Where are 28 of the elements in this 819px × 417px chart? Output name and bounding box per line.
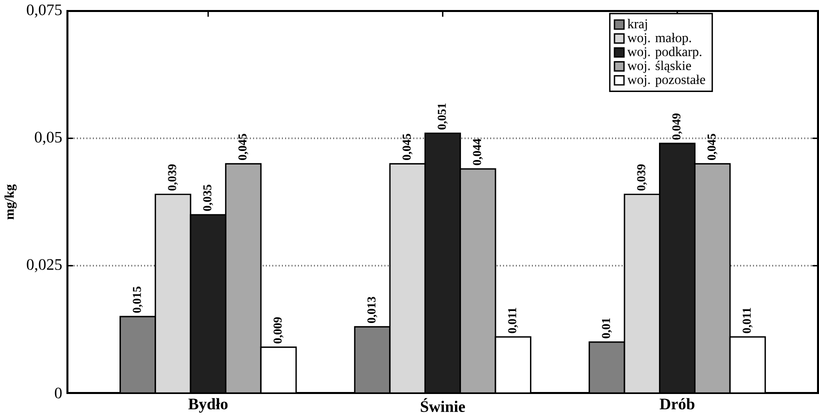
data-label: 0,051	[438, 103, 448, 130]
legend-label: woj. pozostałe	[627, 74, 706, 87]
y-tick-label: 0,025	[26, 259, 62, 272]
x-tick-label: Bydło	[188, 398, 228, 413]
legend-label: woj. podkarp.	[627, 46, 702, 59]
data-label: 0,039	[637, 164, 648, 190]
data-label: 0,039	[168, 164, 178, 190]
data-label: 0,015	[132, 286, 143, 313]
data-label: 0,045	[708, 134, 718, 160]
legend-label: woj. małop.	[627, 32, 691, 45]
data-label: 0,009	[274, 317, 284, 344]
data-label: 0,049	[672, 113, 682, 140]
data-label: 0,045	[402, 134, 412, 160]
data-label: 0,045	[238, 134, 248, 160]
data-label: 0,011	[742, 308, 753, 334]
data-label: 0,044	[472, 138, 483, 166]
x-tick-label: Drób	[660, 398, 694, 410]
y-tick-label: 0,05	[34, 132, 62, 145]
x-tick-label: Świnie	[420, 398, 465, 412]
y-axis-title: mg/kg	[4, 184, 17, 220]
data-label: 0,01	[602, 318, 612, 338]
data-label: 0,013	[367, 296, 378, 323]
y-tick-label: 0,075	[26, 4, 62, 18]
legend-label: woj. śląskie	[627, 60, 692, 73]
data-label: 0,011	[508, 308, 518, 334]
y-tick-label: 0	[54, 388, 62, 398]
legend-label: kraj	[628, 18, 647, 31]
data-label: 0,035	[203, 184, 214, 211]
